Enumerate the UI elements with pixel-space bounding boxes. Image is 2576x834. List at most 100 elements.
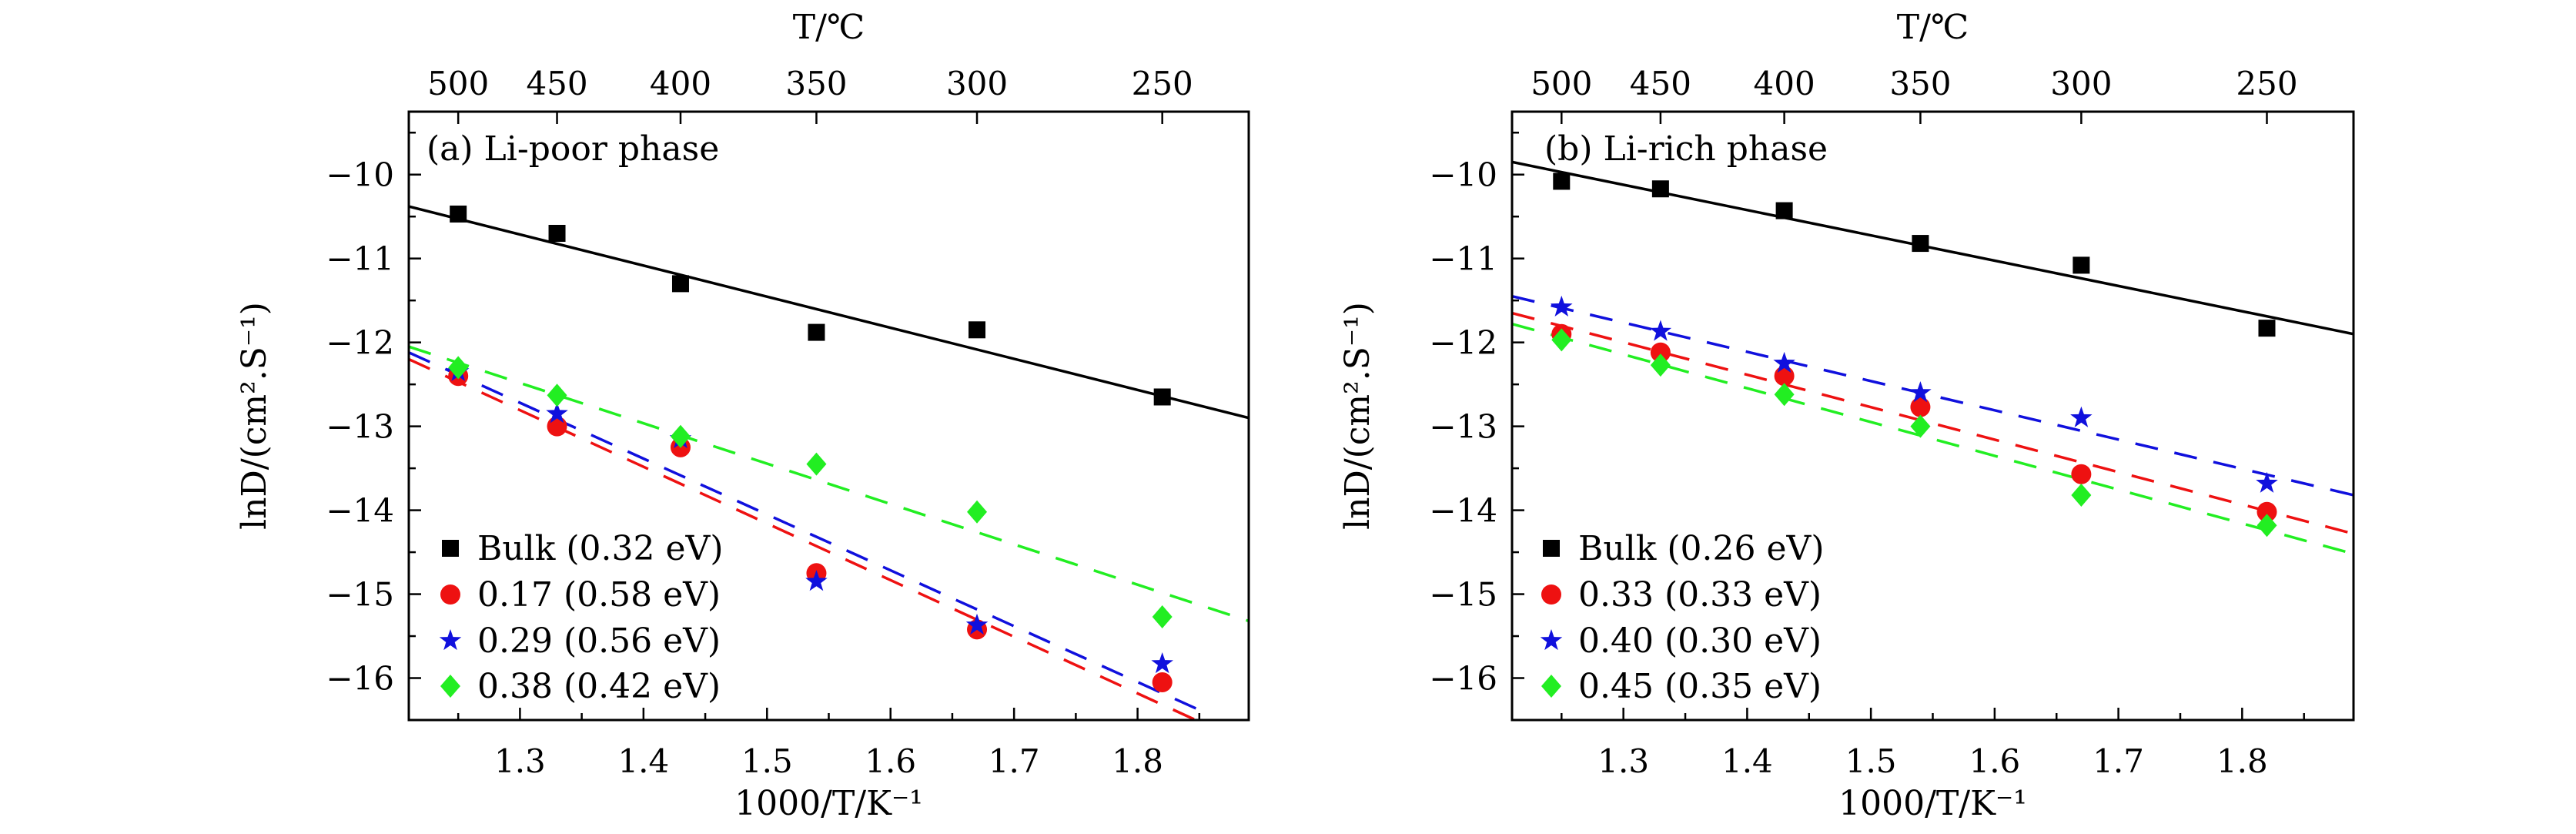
legend-marker-star xyxy=(1540,629,1563,651)
y-tick-label: −12 xyxy=(326,324,394,362)
x-tick-label: 1.7 xyxy=(989,742,1040,780)
legend-entry: 0.33 (0.33 eV) xyxy=(1578,575,1822,615)
y-tick-label: −16 xyxy=(326,660,394,698)
data-point-diamond xyxy=(448,356,469,380)
x-tick-label: 1.4 xyxy=(1721,742,1773,780)
data-point-circle xyxy=(1152,672,1173,692)
data-point-square xyxy=(671,275,689,293)
y-axis-title: lnD/(cm².S⁻¹) xyxy=(1338,302,1377,530)
x-tick-label: 1.5 xyxy=(741,742,793,780)
data-point-diamond xyxy=(1152,605,1173,628)
fit-line-3 xyxy=(409,345,1249,623)
x-tick-label: 1.4 xyxy=(617,742,669,780)
data-point-diamond xyxy=(547,384,567,407)
top-tick-label: 450 xyxy=(526,65,587,102)
y-axis-title: lnD/(cm².S⁻¹) xyxy=(235,302,274,530)
data-point-square xyxy=(1912,235,1929,253)
fit-line-1 xyxy=(1512,311,2354,535)
data-point-circle xyxy=(2257,501,2277,522)
top-tick-label: 400 xyxy=(650,65,711,102)
legend-marker-diamond xyxy=(440,675,460,698)
panel-label: (b) Li-rich phase xyxy=(1544,129,1828,169)
top-tick-label: 500 xyxy=(427,65,489,102)
top-tick-label: 300 xyxy=(946,65,1008,102)
data-point-square xyxy=(1153,388,1171,406)
data-point-star xyxy=(1551,295,1573,317)
top-tick-label: 450 xyxy=(1630,65,1691,102)
data-point-square xyxy=(450,205,467,223)
top-tick-label: 350 xyxy=(1889,65,1951,102)
ticks xyxy=(1512,112,2305,722)
y-tick-label: −10 xyxy=(326,156,394,194)
data-point-star xyxy=(965,613,989,635)
top-tick-label: 250 xyxy=(1132,65,1193,102)
data-point-diamond xyxy=(1551,328,1572,352)
y-tick-label: −15 xyxy=(1429,576,1497,614)
data-point-circle xyxy=(1910,397,1931,417)
data-point-star xyxy=(1909,381,1932,403)
legend-entry: 0.29 (0.56 eV) xyxy=(477,621,721,661)
legend-entry: 0.38 (0.42 eV) xyxy=(477,667,721,706)
data-point-square xyxy=(808,323,825,341)
data-point-diamond xyxy=(967,500,988,524)
x-tick-label: 1.7 xyxy=(2093,742,2144,780)
fit-line-0 xyxy=(409,205,1249,420)
plot-area xyxy=(409,205,1249,720)
y-tick-label: −13 xyxy=(326,408,394,446)
data-point-square xyxy=(1553,172,1571,190)
legend-marker-circle xyxy=(1541,584,1561,605)
y-tick-label: −13 xyxy=(1429,408,1497,446)
data-point-diamond xyxy=(1774,383,1795,407)
fit-line-1 xyxy=(409,357,1199,720)
data-point-star xyxy=(1151,652,1173,674)
legend-entry: Bulk (0.32 eV) xyxy=(477,529,724,568)
y-tick-label: −14 xyxy=(326,492,394,530)
fit-line-2 xyxy=(409,351,1200,712)
legend-marker-circle xyxy=(440,584,460,605)
data-point-star xyxy=(2256,471,2278,493)
data-point-square xyxy=(1651,180,1669,198)
x-axis-title: 1000/T/K⁻¹ xyxy=(734,784,923,823)
data-point-diamond xyxy=(2071,483,2092,507)
y-tick-label: −11 xyxy=(1429,240,1497,278)
panel-b: 1.3 1.4 1.5 1.6 1.7 1.8 500 450 400 350 300 250 −10 −… xyxy=(1338,8,2355,823)
data-point-diamond xyxy=(1910,414,1931,438)
data-point-square xyxy=(969,321,986,339)
plot-frame xyxy=(1510,110,2355,722)
data-point-square xyxy=(1775,202,1793,219)
x-axis-title: 1000/T/K⁻¹ xyxy=(1838,784,2027,823)
data-point-star xyxy=(805,570,828,591)
legend-entry: 0.45 (0.35 eV) xyxy=(1578,667,1822,706)
data-point-circle xyxy=(2071,464,2092,484)
legend: Bulk (0.26 eV) 0.33 (0.33 eV) 0.40 (0.30 e… xyxy=(1540,529,1825,706)
data-point-square xyxy=(2258,320,2276,337)
data-point-star xyxy=(1649,320,1672,341)
top-tick-label: 500 xyxy=(1531,65,1592,102)
y-tick-label: −11 xyxy=(326,240,394,278)
legend-marker-star xyxy=(439,629,462,651)
legend-entry: 0.40 (0.30 eV) xyxy=(1578,621,1822,661)
x-tick-label: 1.6 xyxy=(865,742,916,780)
top-tick-label: 300 xyxy=(2050,65,2112,102)
top-tick-label: 400 xyxy=(1754,65,1815,102)
top-axis-title: T/℃ xyxy=(1897,8,1969,47)
x-tick-label: 1.3 xyxy=(494,742,546,780)
top-axis-title: T/℃ xyxy=(793,8,865,47)
y-tick-label: −10 xyxy=(1429,156,1497,194)
panel-label: (a) Li-poor phase xyxy=(427,129,719,169)
legend: Bulk (0.32 eV) 0.17 (0.58 eV) 0.29 (0.56 e… xyxy=(439,529,724,706)
legend-marker-square xyxy=(442,540,459,557)
y-tick-label: −14 xyxy=(1429,492,1497,530)
data-point-diamond xyxy=(2257,514,2277,538)
data-point-star xyxy=(546,402,568,424)
y-tick-label: −12 xyxy=(1429,324,1497,362)
y-tick-label: −16 xyxy=(1429,660,1497,698)
x-tick-label: 1.6 xyxy=(1969,742,2020,780)
top-tick-label: 350 xyxy=(785,65,847,102)
panel-a: 1.3 1.4 1.5 1.6 1.7 1.8 500 450 400 350 300 250 −10 −… xyxy=(235,8,1250,823)
data-point-square xyxy=(2073,256,2090,274)
ticks xyxy=(409,112,1201,722)
x-tick-label: 1.8 xyxy=(2216,742,2268,780)
data-point-square xyxy=(548,225,566,242)
